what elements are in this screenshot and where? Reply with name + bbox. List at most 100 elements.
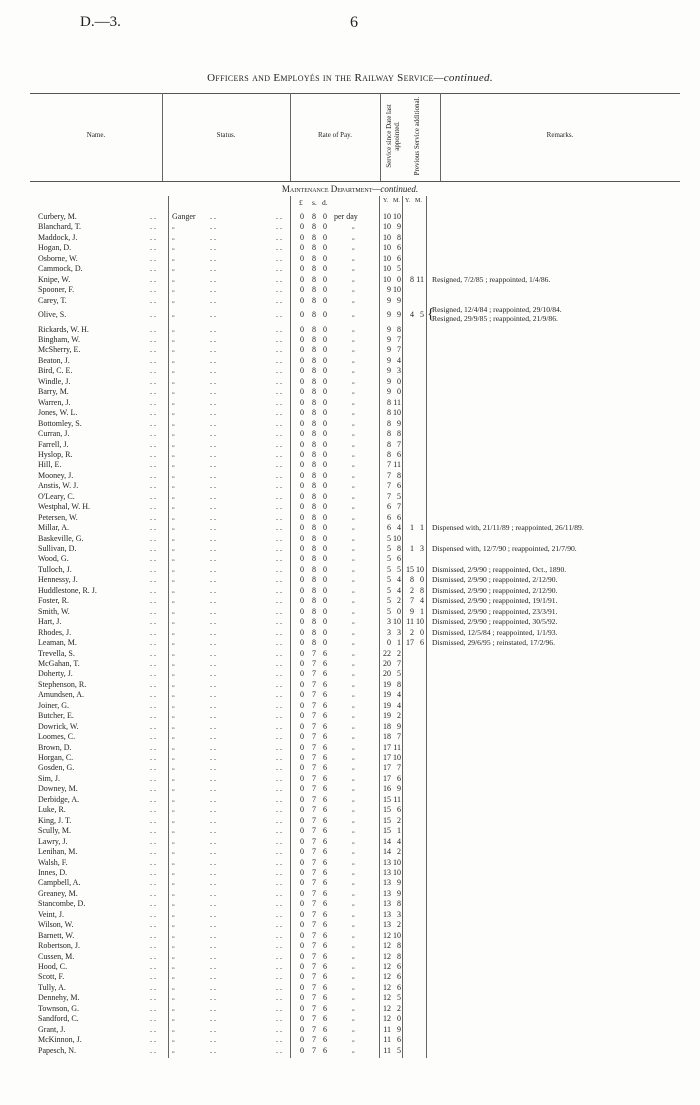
pay-pounds: 0 — [300, 669, 304, 679]
leader-dots: . . — [210, 502, 216, 512]
pay-shillings: 8 — [312, 324, 316, 334]
leader-dots: . . — [210, 481, 216, 491]
service-years: 19 — [383, 679, 391, 689]
leader-dots: . . — [276, 345, 282, 355]
pay-shillings: 7 — [312, 930, 316, 940]
rate-period-ditto: „ — [352, 378, 355, 385]
status-ditto: „ — [172, 420, 175, 427]
table-row: Dowrick, W. 7 6 18 9 0 . . . . . . „ „ — [0, 722, 700, 732]
leader-dots: . . — [276, 794, 282, 804]
table-row: Carey, T. 8 0 9 9 0 . . . . . . „ „ — [0, 296, 700, 306]
pay-pence: 0 — [323, 418, 327, 428]
name: Campbell, A. — [38, 878, 81, 888]
rate-period-ditto: „ — [352, 347, 355, 354]
header-divider — [380, 93, 381, 181]
service-years: 12 — [383, 993, 391, 1003]
status-ditto: „ — [172, 723, 175, 730]
pay-pence: 0 — [323, 491, 327, 501]
name: Farrell, J. — [38, 439, 69, 449]
rate-period-ditto: „ — [352, 681, 355, 688]
status-ditto: „ — [172, 953, 175, 960]
status-ditto: „ — [172, 640, 175, 647]
leader-dots: . . — [276, 1045, 282, 1055]
table-row: Stancombe, D. 7 6 13 8 0 . . . . . . „ „ — [0, 899, 700, 909]
status-ditto: „ — [172, 245, 175, 252]
name: Leaman, M. — [38, 638, 77, 648]
pay-pounds: 0 — [300, 679, 304, 689]
status-ditto: „ — [172, 378, 175, 385]
leader-dots: . . — [276, 648, 282, 658]
pay-pence: 0 — [323, 397, 327, 407]
name: Doherty, J. — [38, 669, 73, 679]
pay-shillings: 7 — [312, 658, 316, 668]
pay-shillings: 7 — [312, 1035, 316, 1045]
pay-pence: 6 — [323, 805, 327, 815]
rate-period-ditto: „ — [352, 796, 355, 803]
pay-shillings: 7 — [312, 815, 316, 825]
table-row: Hood, C. 7 6 12 6 0. .. .. . „ „ — [0, 962, 700, 972]
name: Papesch, N. — [38, 1045, 76, 1055]
leader-dots: . . — [276, 491, 282, 501]
pay-pence: 0 — [323, 627, 327, 637]
status-ditto: „ — [172, 922, 175, 929]
rate-period-ditto: „ — [352, 660, 355, 667]
leader-dots: . . — [276, 355, 282, 365]
pay-shillings: 8 — [312, 295, 316, 305]
service-months: 8 — [397, 941, 401, 951]
status-ditto: „ — [172, 650, 175, 657]
pay-pounds: 0 — [300, 700, 304, 710]
name: Beaton, J. — [38, 355, 70, 365]
pay-pounds: 0 — [300, 815, 304, 825]
name: O'Leary, C. — [38, 491, 75, 501]
leader-dots: . . — [150, 784, 156, 794]
name: Bottomley, S. — [38, 418, 82, 428]
pay-pence: 6 — [323, 867, 327, 877]
name: Westphal, W. H. — [38, 502, 91, 512]
leader-dots: . . — [150, 264, 156, 274]
pay-shillings: 8 — [312, 638, 316, 648]
name: Robertson, J. — [38, 941, 80, 951]
table-row: Olive, S. 8 0 9 9 4 5 0. .. .. . „ „ Resigned, 12/… — [0, 305, 700, 323]
name: Barnett, W. — [38, 930, 75, 940]
leader-dots: . . — [150, 523, 156, 533]
previous-months: 0 — [420, 575, 424, 585]
previous-years: 9 — [410, 606, 414, 616]
pay-shillings: 7 — [312, 773, 316, 783]
pay-pounds: 0 — [300, 1024, 304, 1034]
pay-pence: 6 — [323, 899, 327, 909]
previous-months: 10 — [416, 564, 424, 574]
previous-years: 1 — [410, 523, 414, 533]
service-years: 15 — [383, 794, 391, 804]
status-ditto: „ — [172, 255, 175, 262]
leader-dots: . . — [210, 418, 216, 428]
leader-dots: . . — [150, 1014, 156, 1024]
previous-months: 10 — [416, 617, 424, 627]
service-years: 10 — [383, 232, 391, 242]
leader-dots: . . — [276, 847, 282, 857]
name: Millar, A. — [38, 523, 70, 533]
leader-dots: . . — [150, 470, 156, 480]
status-ditto: „ — [172, 326, 175, 333]
pay-pounds: 0 — [300, 523, 304, 533]
pay-shillings: 7 — [312, 669, 316, 679]
previous-years: 15 — [406, 564, 414, 574]
pay-pounds: 0 — [300, 285, 304, 295]
service-months: 4 — [397, 575, 401, 585]
service-months: 7 — [397, 763, 401, 773]
leader-dots: . . — [210, 982, 216, 992]
service-years: 11 — [383, 1045, 391, 1055]
pay-pounds: 0 — [300, 826, 304, 836]
service-years: 9 — [387, 387, 391, 397]
service-years: 5 — [387, 564, 391, 574]
status-ditto: „ — [172, 932, 175, 939]
name: Scott, F. — [38, 972, 65, 982]
service-years: 6 — [387, 502, 391, 512]
name: Scully, M. — [38, 826, 72, 836]
pay-shillings: 7 — [312, 700, 316, 710]
service-months: 11 — [393, 460, 401, 470]
service-years: 15 — [383, 815, 391, 825]
service-months: 9 — [397, 721, 401, 731]
leader-dots: . . — [150, 1035, 156, 1045]
leader-dots: . . — [276, 232, 282, 242]
remark: Dismissed, 2/9/90 ; reappointed, 19/1/91… — [432, 596, 558, 606]
